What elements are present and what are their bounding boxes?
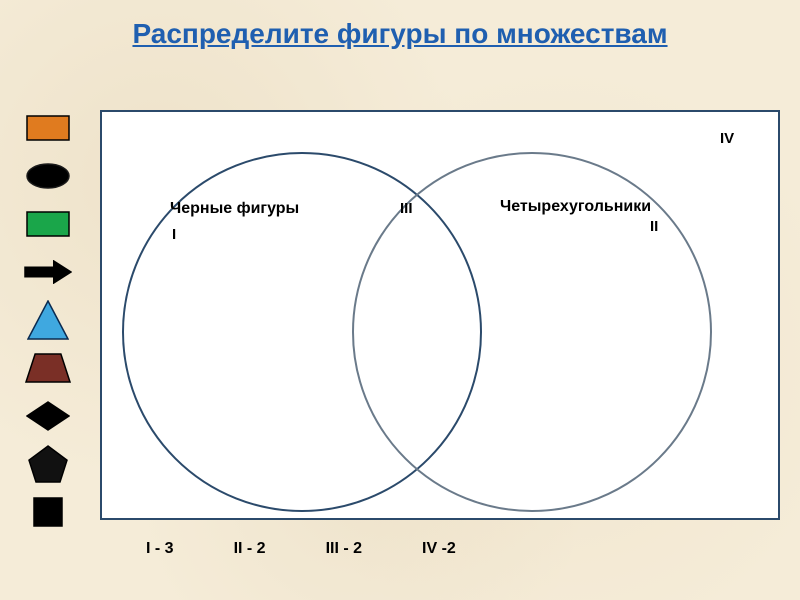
black-ellipse[interactable]: [24, 158, 72, 194]
label-III: III: [400, 200, 413, 217]
answer-item: II - 2: [234, 540, 266, 558]
brown-trapezoid[interactable]: [24, 350, 72, 386]
black-rhombus[interactable]: [24, 398, 72, 434]
answer-item: IV -2: [422, 540, 456, 558]
label-right-title: Четырехугольники: [500, 198, 651, 216]
orange-rect[interactable]: [24, 110, 72, 146]
label-IV: IV: [720, 130, 734, 147]
page-title: Распределите фигуры по множествам: [132, 18, 667, 50]
answers-row: I - 3 II - 2 III - 2 IV -2: [146, 540, 456, 558]
black-pentagon[interactable]: [24, 446, 72, 482]
shapes-column: [18, 110, 78, 530]
black-arrow[interactable]: [24, 254, 72, 290]
answer-item: III - 2: [326, 540, 362, 558]
label-II: II: [650, 218, 658, 235]
answer-item: I - 3: [146, 540, 174, 558]
venn-diagram-box: [100, 110, 780, 520]
label-I: I: [172, 226, 176, 243]
blue-triangle[interactable]: [24, 302, 72, 338]
green-rect[interactable]: [24, 206, 72, 242]
label-left-title: Черные фигуры: [170, 200, 299, 218]
black-square[interactable]: [24, 494, 72, 530]
